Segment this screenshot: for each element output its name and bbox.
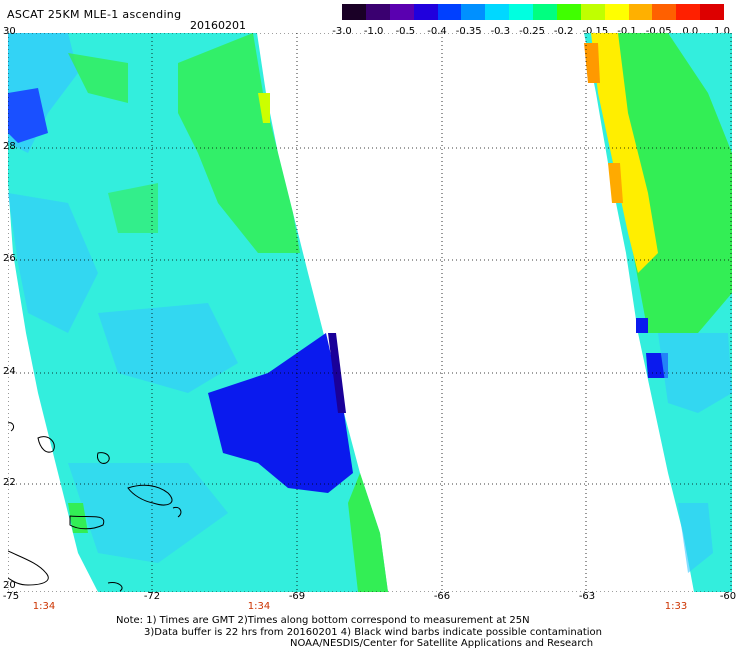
colorbar-segment [509,4,533,20]
map-plot [8,33,732,592]
colorbar-tick-label: -0.3 [490,26,511,37]
right-swath-orange [584,43,600,83]
lon-label: -75 [2,591,20,602]
island-outline [97,452,110,464]
colorbar-segment [700,4,724,20]
lat-label: 28 [3,141,16,152]
colorbar-tick-label: 0.0 [682,26,699,37]
colorbar-segment [485,4,510,20]
note-line-2: 3)Data buffer is 22 hrs from 20160201 4)… [144,627,602,638]
lon-label: -69 [288,591,306,602]
island-outline [107,582,123,592]
left-swath-light-blue [8,193,98,333]
left-swath-light-blue [68,463,228,563]
right-swath-blue [636,318,648,333]
gridlines [8,33,732,592]
map-date: 20160201 [190,19,246,32]
island-outline [37,436,55,453]
lon-label: -66 [433,591,451,602]
colorbar-segment [604,4,629,20]
colorbar-segment [533,4,557,20]
left-swath [8,33,388,592]
island-outline [8,422,15,432]
time-label: 1:34 [247,601,271,612]
lat-label: 24 [3,366,16,377]
right-swath-green [598,33,732,333]
colorbar-segment [652,4,677,20]
colorbar-tick-label: -0.15 [582,26,609,37]
colorbar-segment [556,4,581,20]
colorbar-segment [365,4,390,20]
time-label: 1:33 [664,601,688,612]
lon-label: -72 [143,591,161,602]
lon-label: -60 [719,591,737,602]
colorbar [342,4,724,20]
note-line-3: NOAA/NESDIS/Center for Satellite Applica… [290,638,594,649]
lat-label: 26 [3,253,16,264]
left-swath-blue-left [8,88,48,143]
colorbar-segment [580,4,605,20]
colorbar-segment [461,4,486,20]
island-outline [8,550,49,586]
island-outline [127,484,173,506]
right-swath-orange [608,163,623,203]
colorbar-segment [676,4,701,20]
colorbar-segment [342,4,366,20]
colorbar-tick-label: -0.05 [645,26,672,37]
left-swath-green [108,183,158,233]
right-swath [584,33,732,592]
colorbar-tick-label: -0.1 [617,26,637,37]
island-outline [172,506,182,518]
colorbar-tick-label: -0.5 [395,26,416,37]
map-title: ASCAT 25KM MLE-1 ascending [7,8,182,21]
colorbar-segment [389,4,414,20]
colorbar-segment [413,4,438,20]
colorbar-tick-label: -0.4 [427,26,447,37]
right-swath-yellow [591,33,658,273]
colorbar-tick-label: -0.25 [519,26,545,37]
lat-label: 22 [3,477,16,488]
left-swath-green-bottom [348,473,388,592]
lat-label: 20 [3,580,16,591]
left-swath-yellow [258,93,270,123]
lon-label: -63 [578,591,596,602]
left-swath-green-bottom [68,503,88,533]
left-swath-green [178,33,300,253]
right-swath-light-blue [678,503,713,573]
colorbar-tick-label: -0.35 [455,26,482,37]
lat-label: 30 [3,26,16,37]
note-line-1: Note: 1) Times are GMT 2)Times along bot… [116,615,530,626]
colorbar-tick-label: -3.0 [332,26,352,37]
coastlines [8,422,182,592]
colorbar-tick-label: -1.0 [363,26,384,37]
colorbar-segment [628,4,653,20]
colorbar-tick-label: 1.0 [714,26,730,37]
time-label: 1:34 [32,601,56,612]
colorbar-segment [437,4,462,20]
island-outline [69,515,105,530]
left-swath-green [68,53,128,103]
colorbar-tick-label: -0.2 [553,26,574,37]
right-swath-light-blue [658,333,732,413]
left-swath-light-blue [98,303,238,393]
